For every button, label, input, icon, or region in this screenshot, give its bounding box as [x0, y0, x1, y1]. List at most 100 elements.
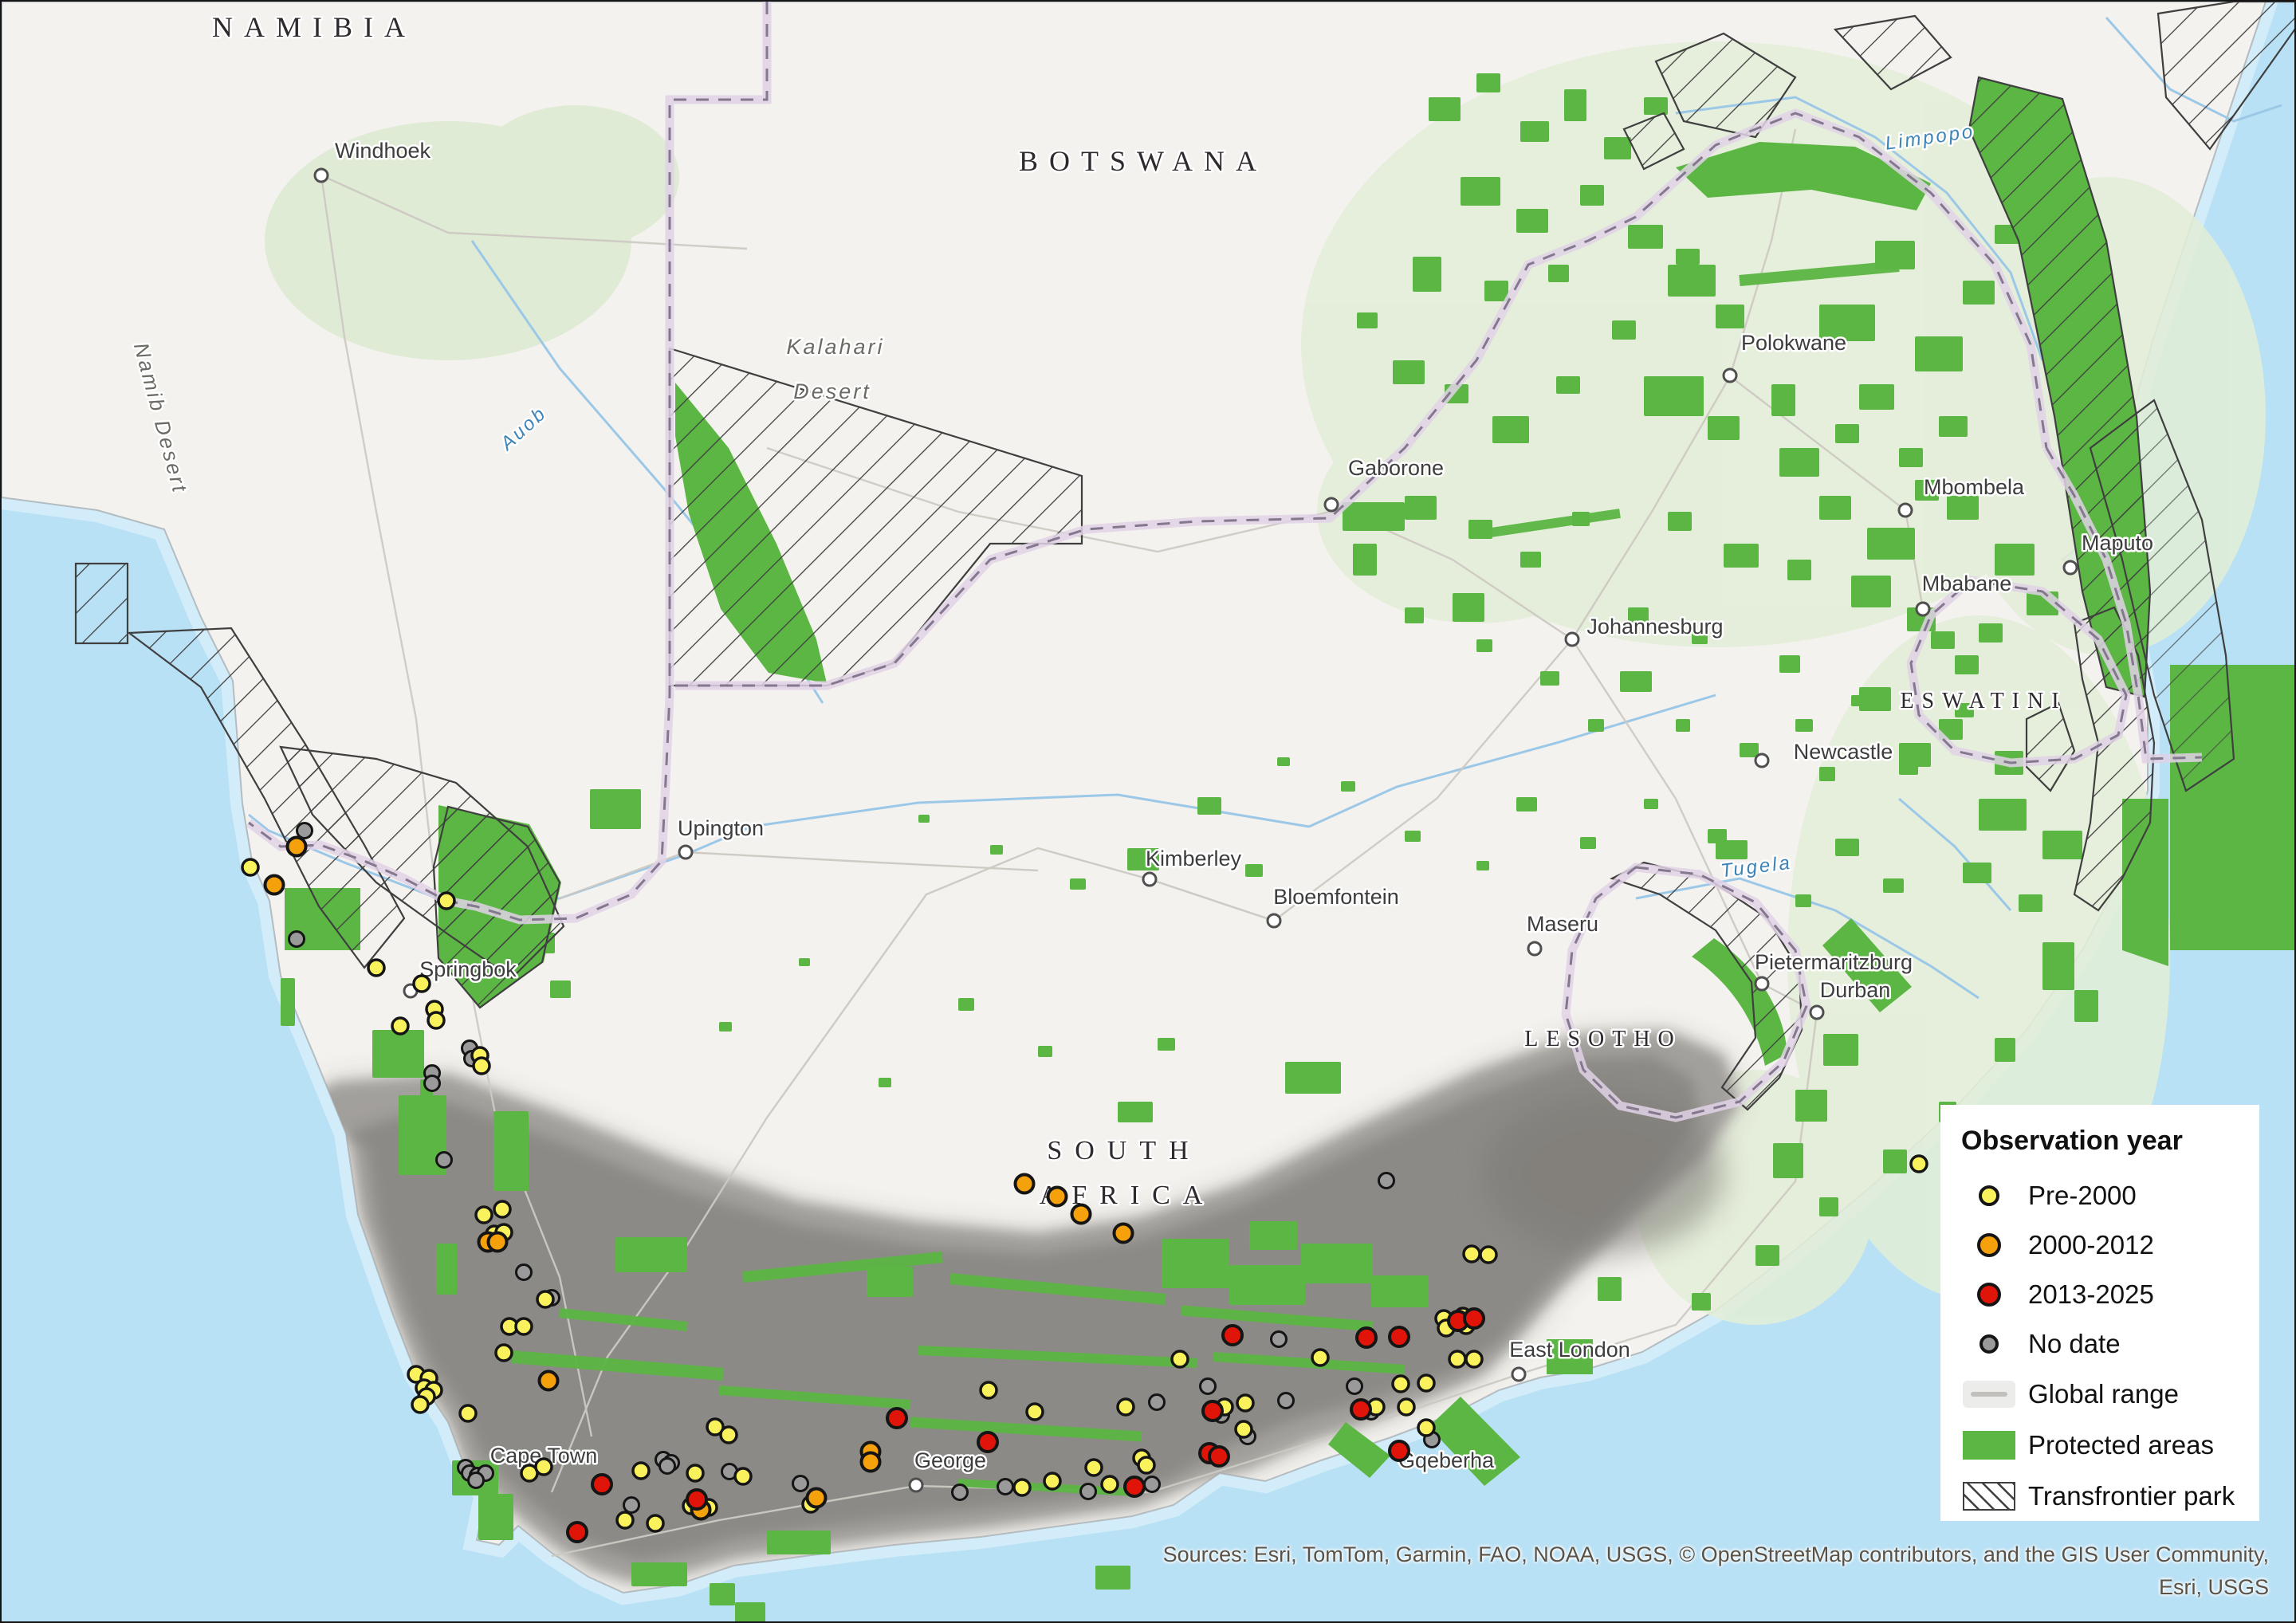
- observation-point-no_date[interactable]: [659, 1457, 676, 1475]
- observation-point-y2013_2025[interactable]: [591, 1473, 613, 1495]
- observation-point-pre2000[interactable]: [1397, 1397, 1416, 1417]
- observation-point-no_date[interactable]: [1148, 1393, 1166, 1411]
- observation-point-y2000_2012[interactable]: [486, 1231, 509, 1253]
- observation-point-pre2000[interactable]: [494, 1343, 513, 1362]
- observation-point-y2000_2012[interactable]: [1112, 1222, 1134, 1244]
- town-marker-maseru[interactable]: [1527, 941, 1543, 957]
- observation-point-no_date[interactable]: [467, 1472, 485, 1489]
- observation-point-pre2000[interactable]: [514, 1317, 533, 1336]
- observation-point-pre2000[interactable]: [1170, 1350, 1189, 1369]
- observation-point-pre2000[interactable]: [1464, 1350, 1484, 1369]
- observation-point-pre2000[interactable]: [646, 1514, 665, 1533]
- observation-point-no_date[interactable]: [1143, 1476, 1161, 1493]
- town-marker-johannesburg[interactable]: [1564, 631, 1580, 647]
- observation-point-y2013_2025[interactable]: [886, 1407, 908, 1429]
- observation-point-pre2000[interactable]: [706, 1417, 725, 1436]
- observation-point-y2000_2012[interactable]: [1046, 1185, 1068, 1208]
- observation-point-no_date[interactable]: [997, 1478, 1014, 1495]
- observation-point-pre2000[interactable]: [1909, 1154, 1928, 1173]
- observation-point-no_date[interactable]: [951, 1483, 969, 1501]
- observation-point-y2013_2025[interactable]: [1208, 1445, 1230, 1468]
- observation-point-y2013_2025[interactable]: [1355, 1326, 1378, 1349]
- observation-point-y2000_2012[interactable]: [1013, 1173, 1036, 1195]
- observation-point-pre2000[interactable]: [1236, 1393, 1255, 1413]
- observation-point-pre2000[interactable]: [1417, 1373, 1436, 1393]
- observation-point-pre2000[interactable]: [631, 1461, 651, 1480]
- town-marker-kimberley[interactable]: [1142, 871, 1158, 887]
- observation-point-pre2000[interactable]: [427, 1011, 446, 1030]
- observation-point-pre2000[interactable]: [474, 1205, 493, 1224]
- observation-point-pre2000[interactable]: [536, 1290, 555, 1309]
- town-marker-east-london[interactable]: [1511, 1366, 1527, 1382]
- observation-point-pre2000[interactable]: [1417, 1418, 1436, 1437]
- observation-point-y2000_2012[interactable]: [859, 1451, 882, 1473]
- observation-point-pre2000[interactable]: [1391, 1374, 1410, 1393]
- observation-point-no_date[interactable]: [1277, 1392, 1295, 1409]
- observation-point-no_date[interactable]: [1378, 1172, 1395, 1189]
- observation-point-pre2000[interactable]: [1043, 1472, 1062, 1491]
- town-marker-polokwane[interactable]: [1722, 367, 1738, 383]
- observation-point-no_date[interactable]: [1270, 1330, 1288, 1348]
- observation-point-y2013_2025[interactable]: [1388, 1440, 1410, 1462]
- observation-point-pre2000[interactable]: [367, 958, 386, 977]
- observation-point-y2013_2025[interactable]: [1388, 1326, 1410, 1348]
- observation-point-no_date[interactable]: [435, 1151, 453, 1169]
- town-marker-gaborone[interactable]: [1323, 497, 1339, 513]
- observation-point-no_date[interactable]: [1346, 1377, 1363, 1395]
- town-marker-windhoek[interactable]: [313, 167, 329, 183]
- observation-point-no_date[interactable]: [423, 1075, 441, 1092]
- observation-point-pre2000[interactable]: [1116, 1397, 1135, 1417]
- town-marker-upington[interactable]: [678, 844, 694, 860]
- observation-point-pre2000[interactable]: [1137, 1456, 1156, 1475]
- observation-point-pre2000[interactable]: [719, 1425, 738, 1444]
- observation-point-pre2000[interactable]: [1311, 1348, 1330, 1367]
- observation-point-y2013_2025[interactable]: [686, 1488, 708, 1511]
- observation-point-y2000_2012[interactable]: [537, 1370, 560, 1392]
- observation-point-pre2000[interactable]: [534, 1457, 553, 1476]
- observation-point-pre2000[interactable]: [1234, 1420, 1253, 1439]
- observation-point-pre2000[interactable]: [1084, 1458, 1103, 1477]
- observation-point-no_date[interactable]: [792, 1475, 809, 1492]
- observation-point-y2000_2012[interactable]: [263, 874, 285, 896]
- observation-point-y2013_2025[interactable]: [1463, 1307, 1485, 1330]
- observation-point-y2013_2025[interactable]: [566, 1521, 588, 1543]
- observation-point-pre2000[interactable]: [241, 858, 260, 877]
- observation-point-pre2000[interactable]: [391, 1016, 410, 1035]
- observation-point-pre2000[interactable]: [1448, 1350, 1467, 1369]
- observation-point-pre2000[interactable]: [493, 1200, 512, 1219]
- observation-point-no_date[interactable]: [1199, 1377, 1217, 1395]
- observation-point-y2013_2025[interactable]: [1201, 1400, 1224, 1422]
- town-marker-mbombela[interactable]: [1897, 502, 1913, 518]
- observation-point-pre2000[interactable]: [437, 891, 456, 910]
- observation-point-no_date[interactable]: [296, 822, 313, 839]
- observation-point-y2013_2025[interactable]: [1221, 1324, 1244, 1346]
- observation-point-y2000_2012[interactable]: [805, 1487, 828, 1509]
- town-marker-maputo[interactable]: [2062, 560, 2078, 576]
- observation-point-pre2000[interactable]: [1012, 1478, 1032, 1497]
- observation-point-y2013_2025[interactable]: [1123, 1476, 1146, 1498]
- observation-point-pre2000[interactable]: [615, 1511, 635, 1530]
- observation-point-pre2000[interactable]: [1462, 1244, 1481, 1263]
- observation-point-pre2000[interactable]: [686, 1464, 705, 1483]
- observation-point-y2013_2025[interactable]: [1350, 1398, 1372, 1421]
- observation-point-no_date[interactable]: [515, 1263, 533, 1281]
- town-marker-newcastle[interactable]: [1754, 753, 1770, 768]
- observation-point-no_date[interactable]: [623, 1496, 640, 1514]
- observation-point-no_date[interactable]: [1079, 1483, 1097, 1500]
- town-marker-durban[interactable]: [1809, 1004, 1825, 1020]
- observation-point-no_date[interactable]: [288, 930, 305, 948]
- observation-point-pre2000[interactable]: [979, 1381, 998, 1400]
- observation-point-y2013_2025[interactable]: [977, 1431, 999, 1453]
- town-marker-george[interactable]: [908, 1477, 924, 1493]
- town-marker-pietermaritzburg[interactable]: [1754, 976, 1770, 992]
- observation-point-y2000_2012[interactable]: [1070, 1203, 1092, 1225]
- observation-point-pre2000[interactable]: [472, 1056, 491, 1075]
- observation-point-pre2000[interactable]: [412, 974, 431, 993]
- observation-point-pre2000[interactable]: [1100, 1475, 1119, 1494]
- observation-point-pre2000[interactable]: [458, 1404, 478, 1423]
- observation-point-pre2000[interactable]: [1479, 1245, 1498, 1264]
- town-marker-mbabane[interactable]: [1915, 601, 1931, 617]
- observation-point-pre2000[interactable]: [1025, 1402, 1044, 1421]
- observation-point-pre2000[interactable]: [411, 1395, 430, 1414]
